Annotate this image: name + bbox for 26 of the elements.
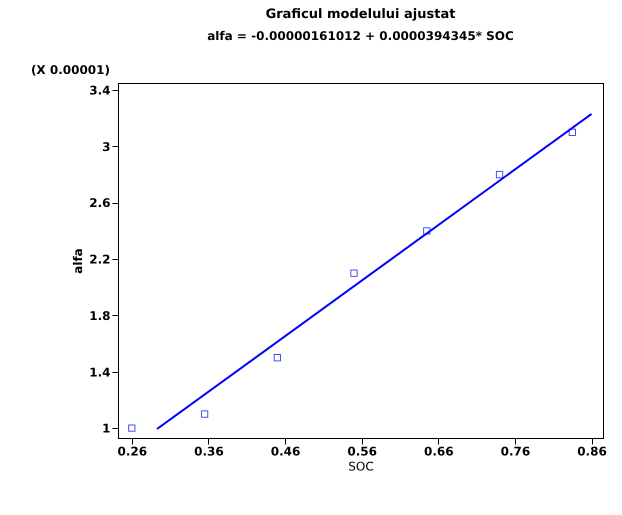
y-tick-label: 1.8: [89, 308, 110, 323]
point: [568, 128, 576, 136]
x-tick-label: 0.56: [347, 444, 377, 458]
y-tick-label: 1.4: [89, 365, 110, 380]
point: [350, 270, 358, 277]
x-axis-title: SOC: [348, 460, 374, 474]
point: [200, 410, 208, 418]
point: [128, 424, 136, 432]
y-tick-label: 3: [102, 140, 110, 154]
x-tick-label: 0.36: [194, 444, 224, 458]
y-axis-title: alfa: [71, 248, 86, 274]
x-tick-label: 0.26: [117, 444, 148, 458]
text: (X 0.00001): [30, 63, 110, 77]
point: [274, 354, 282, 362]
x-tick-label: 0.86: [577, 444, 607, 458]
x-tick-label: 0.76: [500, 444, 530, 458]
point: [423, 227, 430, 235]
point: [496, 170, 504, 178]
y-tick-label: 2.2: [89, 252, 110, 267]
x-tick-label: 0.66: [424, 444, 454, 458]
x-tick-label: 0.46: [270, 444, 300, 458]
chart-title: Graficul modelului ajustat: [266, 7, 456, 22]
y-tick-label: 2.6: [89, 196, 110, 210]
chart-subtitle: alfa = -0.00000161012 + 0.0000394345* SOC: [207, 29, 514, 43]
y-tick-label: 3.4: [89, 84, 110, 98]
y-tick-label: 1: [102, 422, 110, 436]
